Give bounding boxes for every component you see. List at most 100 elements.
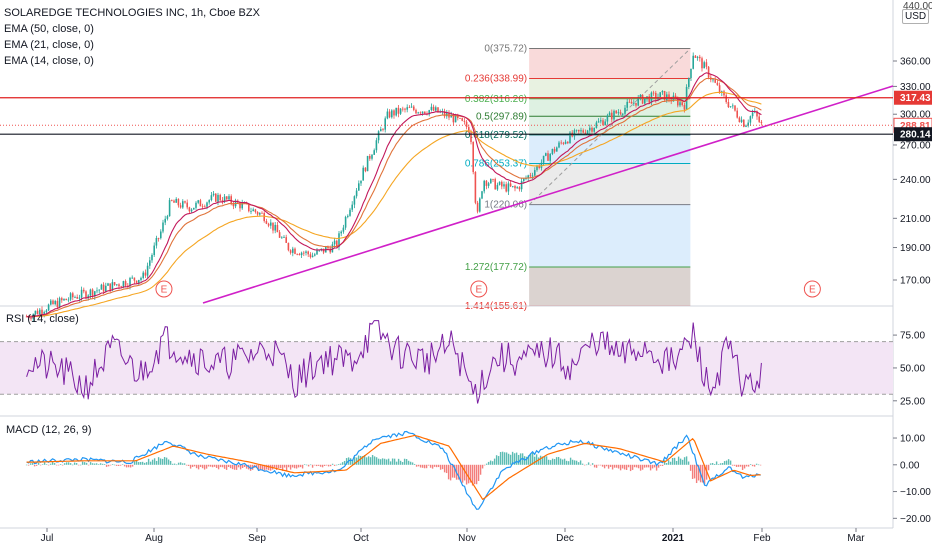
candle-body-290 [663, 90, 666, 101]
candle-body-225 [520, 180, 523, 190]
fib-level-label-5: 0.786(253.37) [465, 159, 527, 170]
candle-body-63 [164, 218, 166, 223]
price-label-box-resistance [894, 90, 932, 105]
candle-body-307 [701, 58, 703, 69]
macd-histogram-bar-25 [75, 463, 78, 465]
candle-body-193 [450, 115, 452, 118]
macd-histogram-bar-54 [133, 461, 136, 465]
macd-histogram-bar-361 [747, 464, 750, 467]
fib-diagonal [528, 48, 691, 206]
macd-histogram-bar-18 [61, 464, 64, 466]
candle-body-109 [265, 221, 268, 224]
candle-body-253 [582, 130, 584, 133]
macd-histogram-bar-50 [125, 464, 128, 468]
macd-histogram-bar-272 [569, 457, 572, 465]
candle-body-276 [633, 102, 635, 104]
macd-histogram-bar-55 [135, 460, 138, 465]
candle-body-209 [485, 180, 488, 186]
macd-histogram-bar-206 [437, 464, 440, 468]
macd-histogram-bar-159 [343, 460, 346, 465]
candle-body-271 [622, 113, 624, 115]
currency-badge[interactable]: USD [902, 9, 930, 24]
candle-body-145 [344, 216, 347, 228]
fib-level-label-2: 0.382(316.26) [465, 94, 527, 105]
candle-body-101 [248, 203, 250, 212]
candle-body-260 [597, 121, 600, 123]
indicator-ema21-label[interactable]: EMA (21, close, 0) [4, 39, 94, 51]
macd-histogram-bar-145 [315, 464, 318, 467]
candle-body-84 [210, 195, 213, 201]
candle-body-229 [529, 175, 532, 177]
candle-body-171 [402, 108, 404, 110]
candle-body-5 [36, 310, 39, 315]
macd-histogram-bar-347 [719, 463, 722, 465]
macd-histogram-bar-362 [749, 464, 752, 465]
candle-body-202 [470, 132, 472, 142]
macd-histogram-bar-325 [675, 460, 678, 465]
candle-body-2 [30, 318, 32, 319]
candle-body-156 [369, 155, 371, 159]
macd-histogram-bar-216 [457, 464, 460, 480]
candle-body-299 [683, 105, 686, 110]
candle-body-140 [333, 240, 336, 245]
candle-body-103 [252, 209, 254, 212]
macd-histogram-bar-43 [111, 464, 114, 465]
macd-histogram-bar-6 [37, 462, 40, 465]
macd-histogram-bar-95 [215, 464, 218, 468]
macd-histogram-bar-265 [555, 457, 558, 465]
macd-histogram-bar-320 [665, 463, 668, 465]
macd-histogram-bar-283 [591, 463, 594, 465]
fibonacci-retracement[interactable]: 0(375.72) 0.236(338.99) 0.382(316.26) 0.5(2… [465, 44, 691, 312]
candle-body-142 [338, 233, 340, 248]
candle-body-194 [452, 115, 455, 123]
macd-histogram-bar-328 [681, 459, 684, 465]
fib-zone-4 [529, 134, 691, 164]
macd-histogram-bar-261 [547, 459, 550, 465]
indicator-ema14-label[interactable]: EMA (14, close, 0) [4, 55, 94, 67]
candle-body-158 [373, 150, 375, 155]
candle-body-78 [197, 200, 199, 203]
macd-histogram-bar-13 [51, 462, 54, 465]
rsi-pane-title[interactable]: RSI (14, close) [6, 313, 79, 325]
macd-histogram-bar-365 [755, 463, 758, 465]
candle-body-125 [300, 252, 303, 256]
macd-pane-title[interactable]: MACD (12, 26, 9) [6, 424, 92, 436]
price-tick-label-0: 170.00 [900, 276, 931, 287]
candle-body-327 [745, 125, 747, 127]
macd-histogram-bar-132 [289, 464, 292, 470]
macd-histogram-bar-168 [361, 456, 364, 465]
macd-histogram-bar-135 [295, 464, 298, 469]
indicator-ema50-label[interactable]: EMA (50, close, 0) [4, 23, 94, 35]
price-tick-label-6: 330.00 [900, 82, 931, 93]
candle-body-54 [144, 272, 147, 276]
macd-histogram-bar-139 [303, 464, 306, 465]
candle-body-221 [512, 186, 514, 187]
candle-body-47 [129, 278, 131, 287]
macd-histogram-bar-351 [727, 459, 730, 465]
candle-body-186 [435, 107, 437, 111]
candle-body-205 [476, 202, 479, 212]
fib-level-label-7: 1.272(177.72) [465, 262, 527, 273]
macd-histogram-bar-314 [653, 464, 656, 468]
candle-body-174 [408, 107, 411, 109]
candle-body-245 [564, 141, 567, 144]
candle-body-11 [50, 300, 52, 305]
candle-body-98 [241, 202, 243, 209]
candle-body-93 [230, 196, 232, 204]
macd-histogram-bar-125 [275, 464, 278, 471]
earnings-marker-label-2: E [809, 285, 816, 296]
candle-body-177 [415, 109, 417, 114]
macd-histogram-bar-5 [35, 464, 38, 466]
candle-body-157 [371, 154, 373, 159]
candle-body-34 [100, 284, 103, 290]
candle-body-165 [388, 111, 391, 118]
macd-histogram-bar-38 [101, 463, 104, 465]
macd-histogram-bar-58 [141, 461, 144, 465]
macd-histogram-bar-240 [505, 452, 508, 465]
macd-histogram-bar-41 [107, 464, 110, 467]
macd-histogram-bar-194 [413, 463, 416, 465]
candle-body-185 [432, 106, 435, 111]
candle-body-164 [386, 111, 389, 119]
